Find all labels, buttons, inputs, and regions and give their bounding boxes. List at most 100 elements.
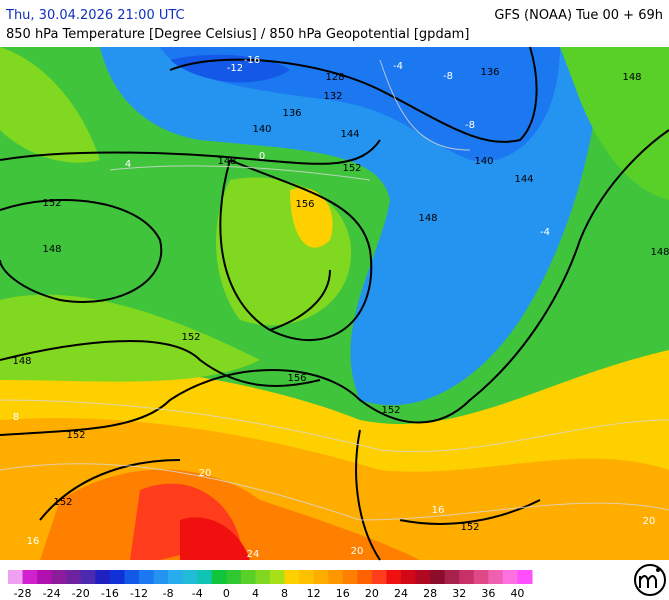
colorbar-swatch: [313, 570, 329, 584]
temperature-label: -12: [227, 63, 243, 74]
colorbar-label: -24: [43, 587, 61, 600]
colorbar-swatch: [371, 570, 387, 584]
colorbar-label: -12: [130, 587, 148, 600]
model-run: GFS (NOAA) Tue 00 + 69h: [494, 8, 663, 23]
colorbar-swatch: [415, 570, 431, 584]
colorbar-label: -20: [72, 587, 90, 600]
geopotential-label: 136: [282, 108, 301, 119]
temperature-label: 20: [643, 516, 656, 527]
geopotential-label: 140: [252, 124, 271, 135]
temperature-label: -8: [465, 120, 475, 131]
colorbar-swatch: [197, 570, 213, 584]
subtitle: 850 hPa Temperature [Degree Celsius] / 8…: [6, 27, 469, 42]
colorbar-swatch: [386, 570, 402, 584]
colorbar-swatch: [299, 570, 315, 584]
colorbar-swatch: [109, 570, 125, 584]
colorbar-swatch: [51, 570, 67, 584]
geopotential-label: 152: [53, 497, 72, 508]
colorbar-swatch: [168, 570, 184, 584]
geopotential-label: 156: [295, 199, 314, 210]
geopotential-label: 152: [66, 430, 85, 441]
colorbar-swatch: [22, 570, 38, 584]
colorbar-label: -8: [163, 587, 174, 600]
colorbar-swatch: [270, 570, 286, 584]
geopotential-label: 128: [325, 72, 344, 83]
temperature-label: 4: [125, 159, 131, 170]
colorbar-label: 36: [481, 587, 495, 600]
geopotential-label: 144: [340, 129, 359, 140]
colorbar-swatch: [182, 570, 198, 584]
temperature-label: 0: [259, 151, 265, 162]
colorbar-label: 28: [423, 587, 437, 600]
geopotential-label: 144: [514, 174, 533, 185]
geopotential-label: 148: [622, 72, 641, 83]
colorbar-swatch: [284, 570, 300, 584]
colorbar-swatch: [517, 570, 533, 584]
colorbar-label: 12: [307, 587, 321, 600]
colorbar-swatch: [139, 570, 155, 584]
colorbar-swatch: [473, 570, 489, 584]
contour-labels: 128 132 136 136 140 144 140 144 148 152 148 152 148 1…: [12, 55, 669, 560]
colorbar-swatch: [153, 570, 169, 584]
geopotential-label: 136: [480, 67, 499, 78]
colorbar-label: 4: [252, 587, 259, 600]
colorbar-swatch: [80, 570, 96, 584]
geopotential-label: 148: [418, 213, 437, 224]
geopotential-label: 140: [474, 156, 493, 167]
colorbar-label: -16: [101, 587, 119, 600]
temperature-label: 20: [199, 468, 212, 479]
geopotential-label: 152: [342, 163, 361, 174]
colorbar-swatch: [459, 570, 475, 584]
geopotential-label: 152: [460, 522, 479, 533]
colorbar-swatch: [124, 570, 140, 584]
temperature-label: 16: [27, 536, 40, 547]
temperature-label: -8: [443, 71, 453, 82]
temperature-label: 20: [351, 546, 364, 557]
geopotential-label: 152: [381, 405, 400, 416]
colorbar-swatch: [255, 570, 271, 584]
colorbar-swatch: [66, 570, 82, 584]
geopotential-label: 148: [12, 356, 31, 367]
colorbar-swatch: [211, 570, 227, 584]
temperature-label: 16: [432, 505, 445, 516]
valid-time: Thu, 30.04.2026 21:00 UTC: [5, 8, 185, 23]
colorbar: -28 -24 -20 -16 -12 -8 -4 0 4 8 12 16 20 24 28 32 36 40: [8, 570, 533, 600]
colorbar-swatch: [95, 570, 111, 584]
colorbar-label: 32: [452, 587, 466, 600]
colorbar-label: -28: [14, 587, 32, 600]
temperature-label: 8: [13, 412, 19, 423]
colorbar-label: 0: [223, 587, 230, 600]
geopotential-label: 156: [287, 373, 306, 384]
colorbar-label: 24: [394, 587, 408, 600]
colorbar-swatch: [328, 570, 344, 584]
colorbar-label: 20: [365, 587, 379, 600]
geopotential-label: 148: [650, 247, 669, 258]
colorbar-swatch: [8, 570, 24, 584]
geopotential-label: 132: [323, 91, 342, 102]
colorbar-swatch: [502, 570, 518, 584]
temperature-label: 24: [247, 549, 260, 560]
colorbar-swatch: [430, 570, 446, 584]
map: [0, 46, 669, 561]
colorbar-swatch: [37, 570, 53, 584]
logo: [634, 564, 666, 596]
temperature-label: -16: [244, 55, 260, 66]
geopotential-label: 152: [42, 198, 61, 209]
geopotential-label: 148: [42, 244, 61, 255]
temperature-label: -4: [540, 227, 550, 238]
colorbar-swatch: [240, 570, 256, 584]
colorbar-label: 40: [510, 587, 524, 600]
colorbar-swatch: [342, 570, 358, 584]
colorbar-swatch: [226, 570, 242, 584]
colorbar-swatch: [401, 570, 417, 584]
colorbar-label: 8: [281, 587, 288, 600]
geopotential-label: 148: [217, 156, 236, 167]
colorbar-swatch: [488, 570, 504, 584]
colorbar-label: 16: [336, 587, 350, 600]
colorbar-swatch: [444, 570, 460, 584]
temperature-label: -4: [393, 61, 403, 72]
geopotential-label: 152: [181, 332, 200, 343]
colorbar-label: -4: [192, 587, 203, 600]
colorbar-swatch: [357, 570, 373, 584]
